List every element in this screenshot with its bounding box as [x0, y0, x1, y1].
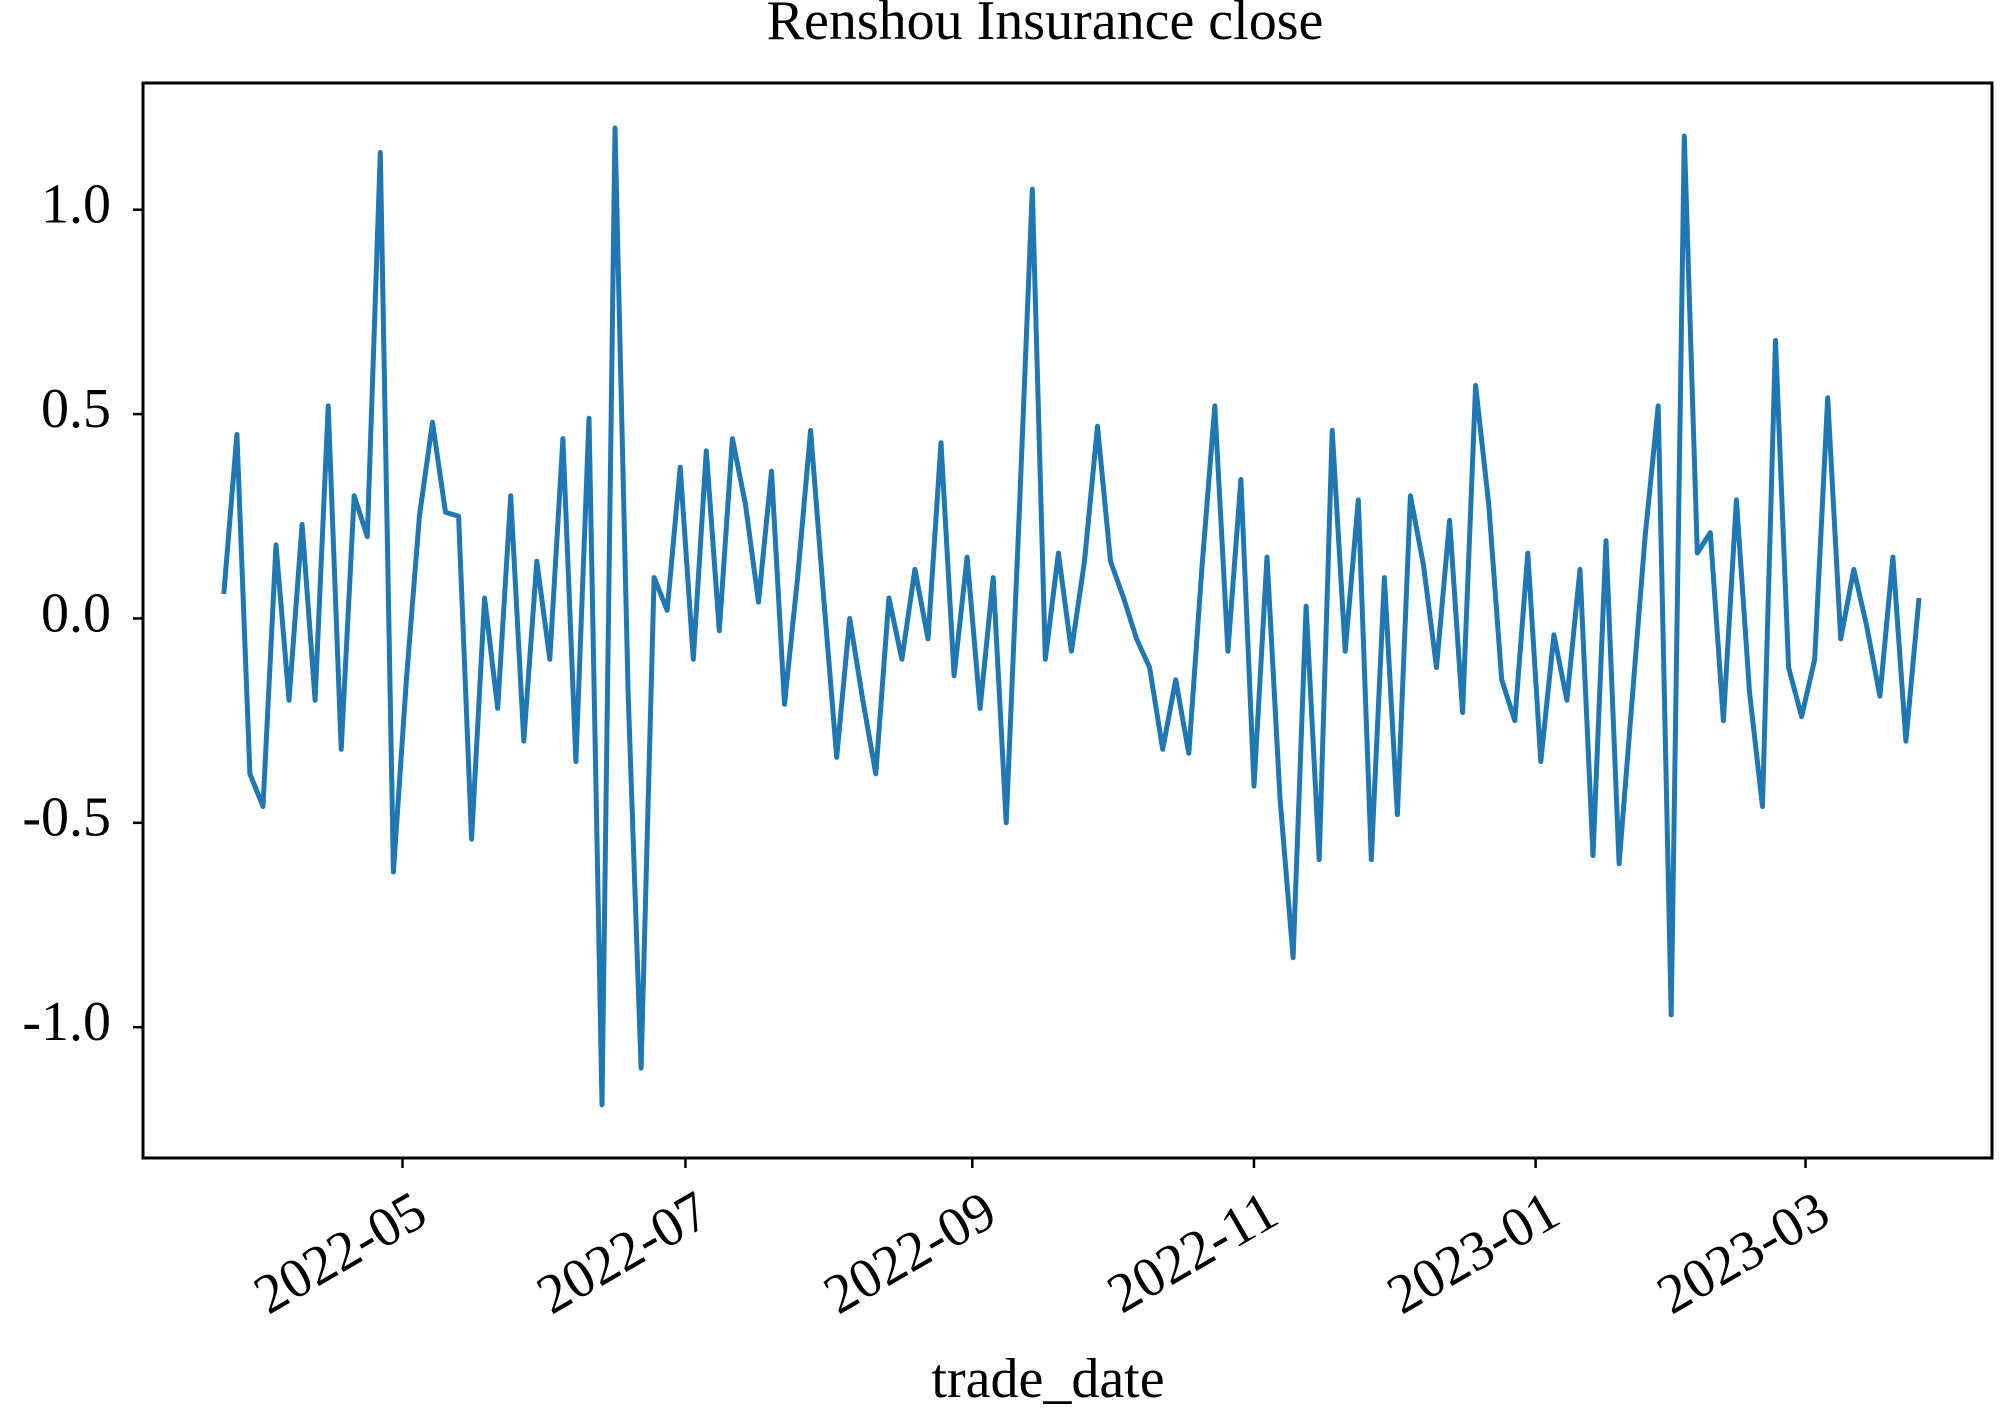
y-tick-label: 0.5: [41, 378, 111, 440]
y-tick-label: 0.0: [41, 582, 111, 644]
x-tick-label: 2023-01: [1377, 1180, 1570, 1327]
chart-title: Renshou Insurance close: [767, 0, 1324, 52]
y-tick-label: 1.0: [41, 174, 111, 236]
x-tick-label: 2023-03: [1647, 1180, 1840, 1327]
series-line: [221, 125, 1922, 1108]
x-axis-label: trade_date: [931, 1348, 1164, 1410]
x-tick-label: 2022-05: [244, 1180, 437, 1327]
y-tick-label: -1.0: [22, 991, 111, 1053]
plot-frame: [141, 81, 1994, 1160]
x-tick-label: 2022-09: [814, 1180, 1007, 1327]
y-tick-label: -0.5: [22, 787, 111, 849]
x-tick-label: 2022-11: [1097, 1180, 1288, 1326]
x-tick-label: 2022-07: [527, 1180, 720, 1327]
